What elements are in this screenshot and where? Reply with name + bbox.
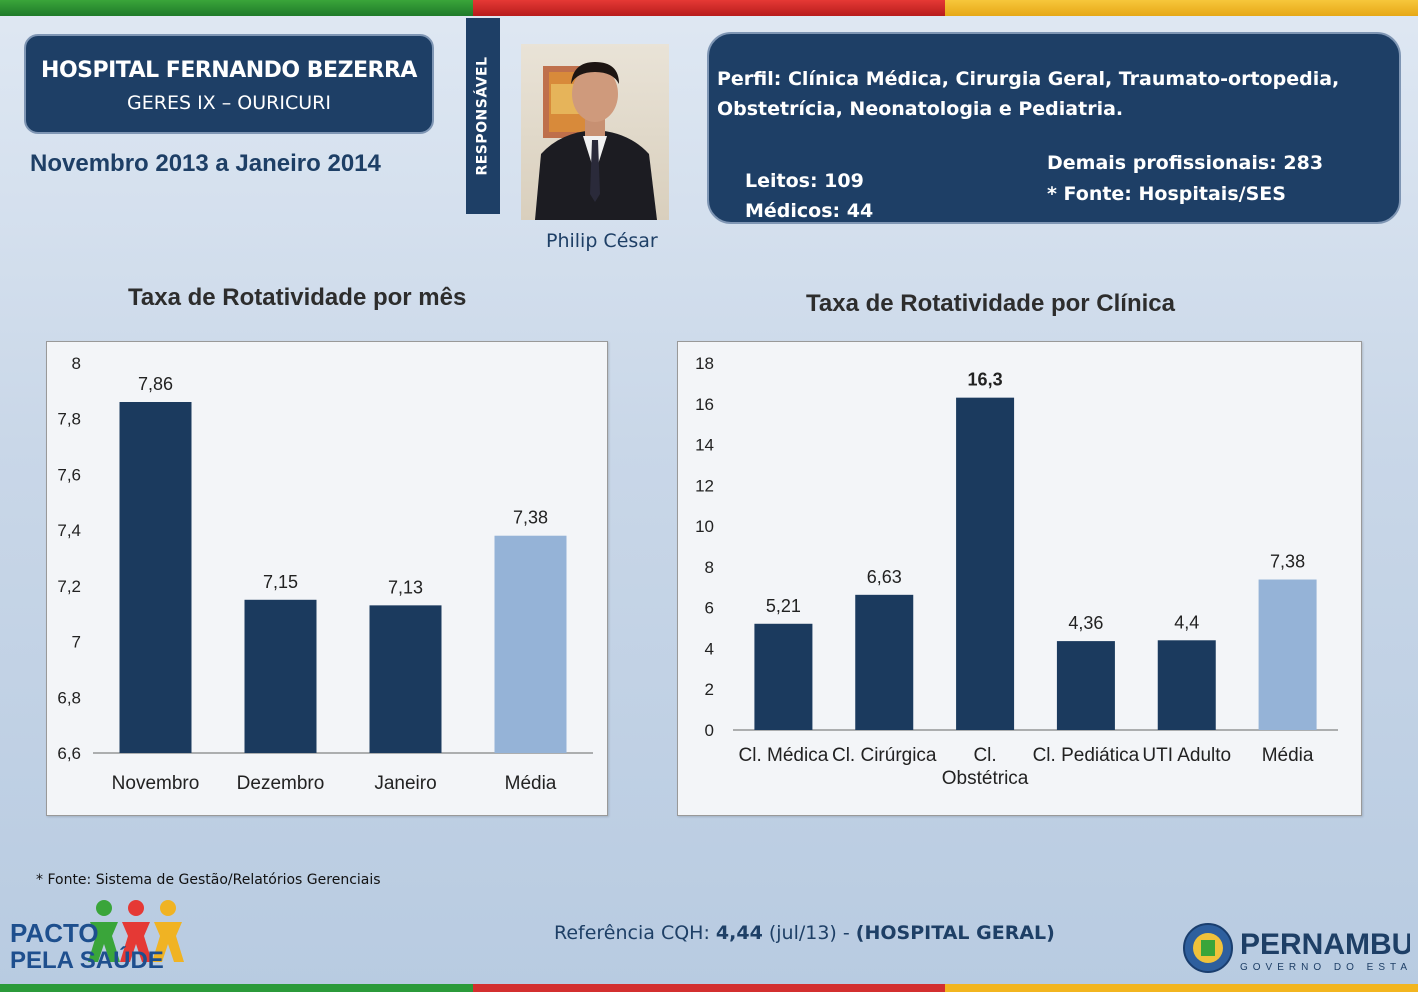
month-category-label: Novembro bbox=[112, 773, 200, 794]
month-category-label: Dezembro bbox=[237, 773, 325, 794]
clinic-ytick-label: 8 bbox=[705, 558, 714, 577]
month-value-label: 7,38 bbox=[513, 508, 548, 528]
clinic-value-label: 16,3 bbox=[968, 370, 1003, 390]
clinic-bar-6 bbox=[1258, 579, 1317, 730]
month-value-label: 7,13 bbox=[388, 577, 423, 597]
clinic-bar-1 bbox=[754, 623, 813, 730]
data-source-note: * Fonte: Sistema de Gestão/Relatórios Ge… bbox=[36, 872, 381, 888]
clinic-category-label: Cl. Médica bbox=[739, 745, 829, 766]
chart-clinic: 0 2 4 6 8 10 12 14 16 18 5,21 Cl. Médica 6,63 Cl. Cir… bbox=[695, 354, 1338, 789]
ref-label: Referência CQH: bbox=[554, 922, 710, 944]
chart-month: 6,6 6,8 7 7,2 7,4 7,6 7,8 8 7,86 Novembro 7,15 Deze… bbox=[57, 354, 593, 794]
pacto-pela-saude-logo: PACTO PELA SAÚDE bbox=[8, 896, 198, 976]
month-ytick-label: 7,6 bbox=[57, 465, 81, 484]
month-value-label: 7,15 bbox=[263, 572, 298, 592]
clinic-category-label: Média bbox=[1262, 745, 1314, 766]
pacto-line-2: PELA SAÚDE bbox=[10, 946, 164, 974]
month-category-label: Janeiro bbox=[374, 773, 436, 794]
clinic-value-label: 6,63 bbox=[867, 567, 902, 587]
responsavel-name: Philip César bbox=[546, 230, 658, 252]
month-ytick-label: 7,2 bbox=[57, 577, 81, 596]
clinic-category-label: Cl. bbox=[973, 745, 996, 766]
demais-profissionais: Demais profissionais: 283 bbox=[1047, 152, 1324, 174]
hospital-header-box: HOSPITAL FERNANDO BEZERRA GERES IX – OUR… bbox=[24, 34, 434, 134]
medicos-count: Médicos: 44 bbox=[745, 200, 874, 222]
month-ytick-label: 7,8 bbox=[57, 410, 81, 429]
clinic-value-label: 7,38 bbox=[1270, 552, 1305, 572]
pacto-line-1: PACTO bbox=[10, 918, 99, 948]
leitos-count: Leitos: 109 bbox=[745, 170, 864, 192]
geres-label: GERES IX – OURICURI bbox=[127, 92, 331, 114]
clinic-category-label: Obstétrica bbox=[942, 768, 1029, 789]
clinic-ytick-label: 4 bbox=[705, 639, 714, 658]
month-ytick-label: 6,8 bbox=[57, 688, 81, 707]
clinic-category-label: UTI Adulto bbox=[1142, 745, 1231, 766]
clinic-ytick-label: 2 bbox=[705, 680, 714, 699]
chart-month-frame: 6,6 6,8 7 7,2 7,4 7,6 7,8 8 7,86 Novembro 7,15 Deze… bbox=[46, 341, 608, 816]
hospital-name: HOSPITAL FERNANDO BEZERRA bbox=[41, 58, 417, 83]
bottom-color-stripe bbox=[0, 984, 1418, 992]
ref-date: (jul/13) - bbox=[768, 922, 850, 944]
clinic-ytick-label: 18 bbox=[695, 354, 714, 373]
clinic-value-label: 4,4 bbox=[1174, 612, 1199, 632]
clinic-ytick-label: 16 bbox=[695, 395, 714, 414]
pernambuco-logo: PERNAMBUCO GOVERNO DO ESTADO bbox=[1180, 920, 1418, 976]
cqh-reference: Referência CQH: 4,44 (jul/13) - (HOSPITA… bbox=[554, 922, 1055, 944]
clinic-bar-5 bbox=[1157, 640, 1216, 730]
clinic-bar-3 bbox=[956, 397, 1015, 730]
clinic-bar-4 bbox=[1056, 641, 1115, 730]
top-color-stripe bbox=[0, 0, 1418, 16]
clinic-category-label: Cl. Pediática bbox=[1033, 745, 1140, 766]
responsavel-photo bbox=[521, 44, 669, 220]
ref-value: 4,44 bbox=[715, 922, 763, 944]
profile-box: Perfil: Clínica Médica, Cirurgia Geral, … bbox=[707, 32, 1401, 224]
chart-clinic-title: Taxa de Rotatividade por Clínica bbox=[806, 290, 1175, 317]
month-value-label: 7,86 bbox=[138, 374, 173, 394]
pe-sub: GOVERNO DO ESTADO bbox=[1240, 962, 1410, 973]
month-ytick-label: 6,6 bbox=[57, 744, 81, 763]
responsavel-tab: RESPONSÁVEL bbox=[466, 18, 500, 214]
people-icon bbox=[88, 900, 184, 962]
pe-name: PERNAMBUCO bbox=[1240, 928, 1410, 961]
month-ytick-label: 7 bbox=[72, 633, 81, 652]
clinic-value-label: 4,36 bbox=[1068, 613, 1103, 633]
state-seal-icon bbox=[1183, 923, 1233, 973]
clinic-bar-2 bbox=[855, 594, 914, 730]
month-ytick-label: 7,4 bbox=[57, 521, 81, 540]
month-bar-2 bbox=[244, 599, 317, 753]
clinic-category-label: Cl. Cirúrgica bbox=[832, 745, 937, 766]
month-ytick-label: 8 bbox=[72, 354, 81, 373]
clinic-value-label: 5,21 bbox=[766, 596, 801, 616]
chart-clinic-frame: 0 2 4 6 8 10 12 14 16 18 5,21 Cl. Médica 6,63 Cl. Cir… bbox=[677, 341, 1362, 816]
ref-type: (HOSPITAL GERAL) bbox=[855, 922, 1055, 944]
clinic-ytick-label: 10 bbox=[695, 517, 714, 536]
clinic-ytick-label: 6 bbox=[705, 599, 714, 618]
responsavel-label: RESPONSÁVEL bbox=[475, 56, 491, 176]
profile-source: * Fonte: Hospitais/SES bbox=[1047, 183, 1286, 205]
clinic-ytick-label: 12 bbox=[695, 476, 714, 495]
month-bar-3 bbox=[369, 605, 442, 753]
month-bar-4 bbox=[494, 535, 567, 753]
chart-month-title: Taxa de Rotatividade por mês bbox=[128, 284, 467, 311]
clinic-ytick-label: 14 bbox=[695, 436, 714, 455]
period-label: Novembro 2013 a Janeiro 2014 bbox=[30, 150, 381, 177]
perfil-line-2: Obstetrícia, Neonatologia e Pediatria. bbox=[717, 98, 1124, 120]
month-bar-1 bbox=[119, 402, 192, 753]
month-category-label: Média bbox=[505, 773, 557, 794]
perfil-line-1: Perfil: Clínica Médica, Cirurgia Geral, … bbox=[717, 68, 1340, 90]
clinic-ytick-label: 0 bbox=[705, 721, 714, 740]
